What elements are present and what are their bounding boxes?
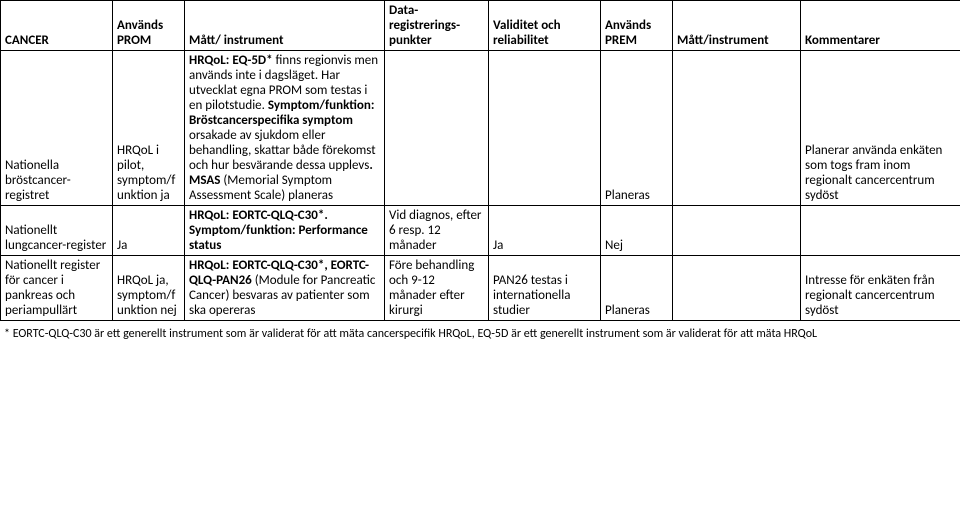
cell-validity: Ja — [489, 206, 601, 256]
cell-validity — [489, 51, 601, 206]
cell-datapoints: Vid diagnos, efter 6 resp. 12 månader — [385, 206, 489, 256]
cell-prem: Nej — [601, 206, 673, 256]
table-row: Nationellt register för cancer i pankrea… — [1, 256, 960, 321]
cell-prom: Ja — [113, 206, 185, 256]
footnote: * EORTC-QLQ-C30 är ett generellt instrum… — [0, 321, 960, 345]
cell-cancer: Nationella bröstcancer-registret — [1, 51, 113, 206]
header-cancer: CANCER — [1, 1, 113, 51]
cell-cancer: Nationellt lungcancer-register — [1, 206, 113, 256]
header-validity: Validitet och reliabilitet — [489, 1, 601, 51]
header-datapoints: Data-registrerings-punkter — [385, 1, 489, 51]
header-comments: Kommentarer — [801, 1, 960, 51]
table-row: Nationella bröstcancer-registret HRQoL i… — [1, 51, 960, 206]
cell-datapoints: Före behandling och 9-12 månader efter k… — [385, 256, 489, 321]
cell-cancer: Nationellt register för cancer i pankrea… — [1, 256, 113, 321]
cell-comments: Intresse för enkäten från regionalt canc… — [801, 256, 960, 321]
cell-instrument2 — [673, 256, 801, 321]
table-row: Nationellt lungcancer-register Ja HRQoL:… — [1, 206, 960, 256]
header-prom: Används PROM — [113, 1, 185, 51]
data-table: CANCER Används PROM Mått/ instrument Dat… — [0, 0, 960, 321]
cell-instrument2 — [673, 206, 801, 256]
cell-prem: Planeras — [601, 256, 673, 321]
cell-instrument2 — [673, 51, 801, 206]
cell-comments: Planerar använda enkäten som togs fram i… — [801, 51, 960, 206]
header-row: CANCER Används PROM Mått/ instrument Dat… — [1, 1, 960, 51]
cell-instrument: HRQoL: EORTC-QLQ-C30*, EORTC-QLQ-PAN26 (… — [185, 256, 385, 321]
cell-instrument: HRQoL: EORTC-QLQ-C30*. Symptom/funktion:… — [185, 206, 385, 256]
header-instrument: Mått/ instrument — [185, 1, 385, 51]
cell-prem: Planeras — [601, 51, 673, 206]
header-instrument2: Mått/instrument — [673, 1, 801, 51]
cell-instrument: HRQoL: EQ-5D* finns regionvis men använd… — [185, 51, 385, 206]
cell-prom: HRQoL ja, symptom/funktion nej — [113, 256, 185, 321]
cell-datapoints — [385, 51, 489, 206]
cell-prom: HRQoL i pilot, symptom/funktion ja — [113, 51, 185, 206]
cell-comments — [801, 206, 960, 256]
header-prem: Används PREM — [601, 1, 673, 51]
cell-validity: PAN26 testas i internationella studier — [489, 256, 601, 321]
